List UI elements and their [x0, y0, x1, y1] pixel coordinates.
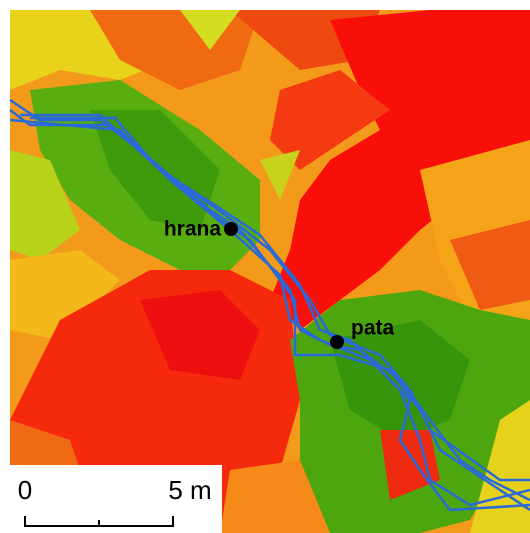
- page: {"labels": [{"text": "hrana"}, {"text": …: [0, 0, 530, 533]
- point-marker: [224, 222, 238, 236]
- slope-raster: [10, 10, 530, 533]
- map: hrana pata 0 5 m: [0, 0, 530, 533]
- point-label: pata: [351, 317, 395, 340]
- point-label: hrana: [164, 218, 222, 241]
- point-marker: [330, 335, 344, 349]
- scale-bar-label: 0: [18, 475, 32, 505]
- scale-bar-label: 5 m: [168, 475, 211, 505]
